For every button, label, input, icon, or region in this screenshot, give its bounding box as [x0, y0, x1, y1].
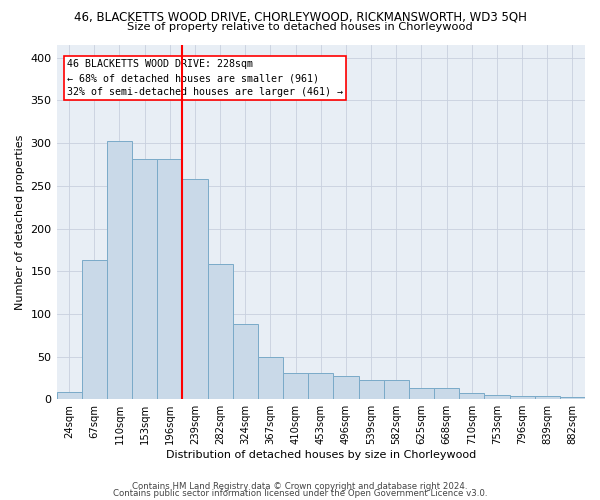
Y-axis label: Number of detached properties: Number of detached properties	[15, 134, 25, 310]
Bar	[383, 380, 409, 399]
Bar	[560, 396, 585, 399]
Bar	[509, 396, 535, 399]
Bar	[233, 324, 258, 399]
Text: 46 BLACKETTS WOOD DRIVE: 228sqm
← 68% of detached houses are smaller (961)
32% o: 46 BLACKETTS WOOD DRIVE: 228sqm ← 68% of…	[67, 59, 343, 97]
Bar	[334, 376, 359, 399]
Bar	[132, 158, 157, 399]
Bar	[409, 388, 434, 399]
Bar	[182, 179, 208, 399]
Bar	[308, 372, 334, 399]
Bar	[258, 358, 283, 399]
Bar	[157, 160, 182, 399]
Bar	[535, 396, 560, 399]
Bar	[208, 264, 233, 399]
Bar	[56, 392, 82, 399]
X-axis label: Distribution of detached houses by size in Chorleywood: Distribution of detached houses by size …	[166, 450, 476, 460]
Text: Contains HM Land Registry data © Crown copyright and database right 2024.: Contains HM Land Registry data © Crown c…	[132, 482, 468, 491]
Text: Size of property relative to detached houses in Chorleywood: Size of property relative to detached ho…	[127, 22, 473, 32]
Text: 46, BLACKETTS WOOD DRIVE, CHORLEYWOOD, RICKMANSWORTH, WD3 5QH: 46, BLACKETTS WOOD DRIVE, CHORLEYWOOD, R…	[74, 11, 526, 24]
Bar	[484, 395, 509, 399]
Bar	[459, 393, 484, 399]
Bar	[434, 388, 459, 399]
Bar	[283, 372, 308, 399]
Bar	[359, 380, 383, 399]
Text: Contains public sector information licensed under the Open Government Licence v3: Contains public sector information licen…	[113, 489, 487, 498]
Bar	[107, 140, 132, 399]
Bar	[82, 260, 107, 399]
